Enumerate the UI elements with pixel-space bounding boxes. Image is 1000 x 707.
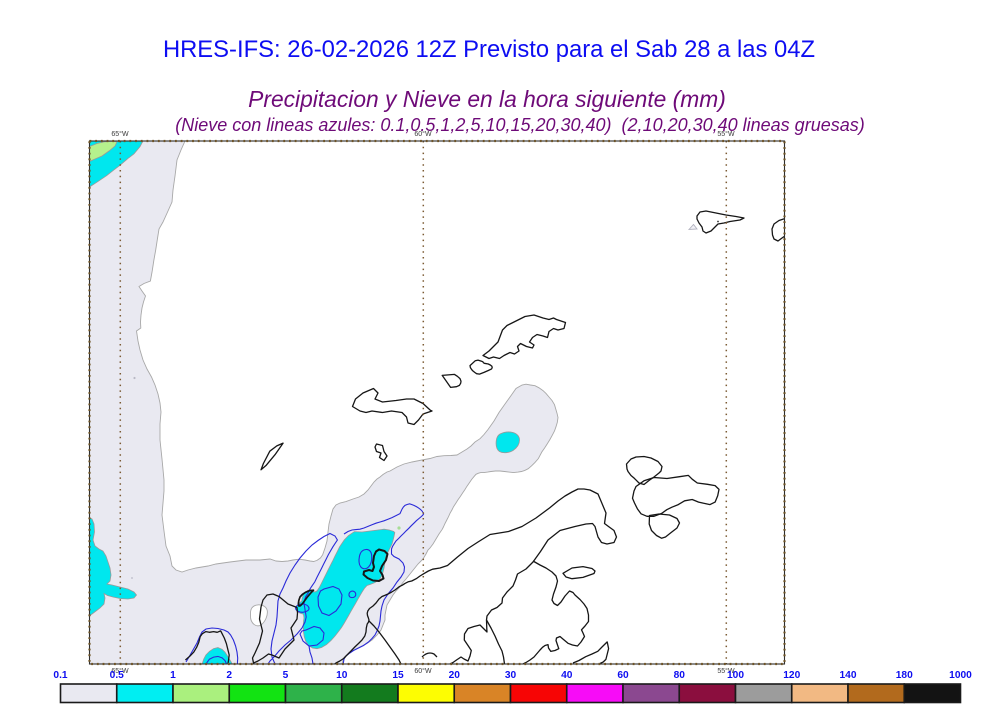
svg-text:0.5: 0.5 xyxy=(110,670,124,681)
svg-text:30: 30 xyxy=(505,670,517,681)
svg-text:180: 180 xyxy=(896,670,913,681)
svg-text:20: 20 xyxy=(449,670,461,681)
svg-text:5: 5 xyxy=(283,670,289,681)
svg-text:65°W: 65°W xyxy=(111,667,129,675)
svg-text:60°W: 60°W xyxy=(414,667,432,675)
svg-text:15: 15 xyxy=(392,670,404,681)
svg-text:60°W: 60°W xyxy=(414,130,432,138)
svg-text:60: 60 xyxy=(617,670,629,681)
svg-text:55°W: 55°W xyxy=(717,130,735,138)
svg-text:65°W: 65°W xyxy=(111,130,129,138)
svg-text:1000: 1000 xyxy=(949,670,972,681)
svg-text:140: 140 xyxy=(840,670,857,681)
svg-text:120: 120 xyxy=(783,670,800,681)
svg-text:80: 80 xyxy=(674,670,686,681)
svg-text:0.1: 0.1 xyxy=(53,670,67,681)
svg-text:10: 10 xyxy=(336,670,348,681)
svg-text:40: 40 xyxy=(561,670,573,681)
svg-text:2: 2 xyxy=(226,670,232,681)
svg-text:1: 1 xyxy=(170,670,176,681)
svg-text:100: 100 xyxy=(727,670,744,681)
svg-text:55°W: 55°W xyxy=(717,667,735,675)
